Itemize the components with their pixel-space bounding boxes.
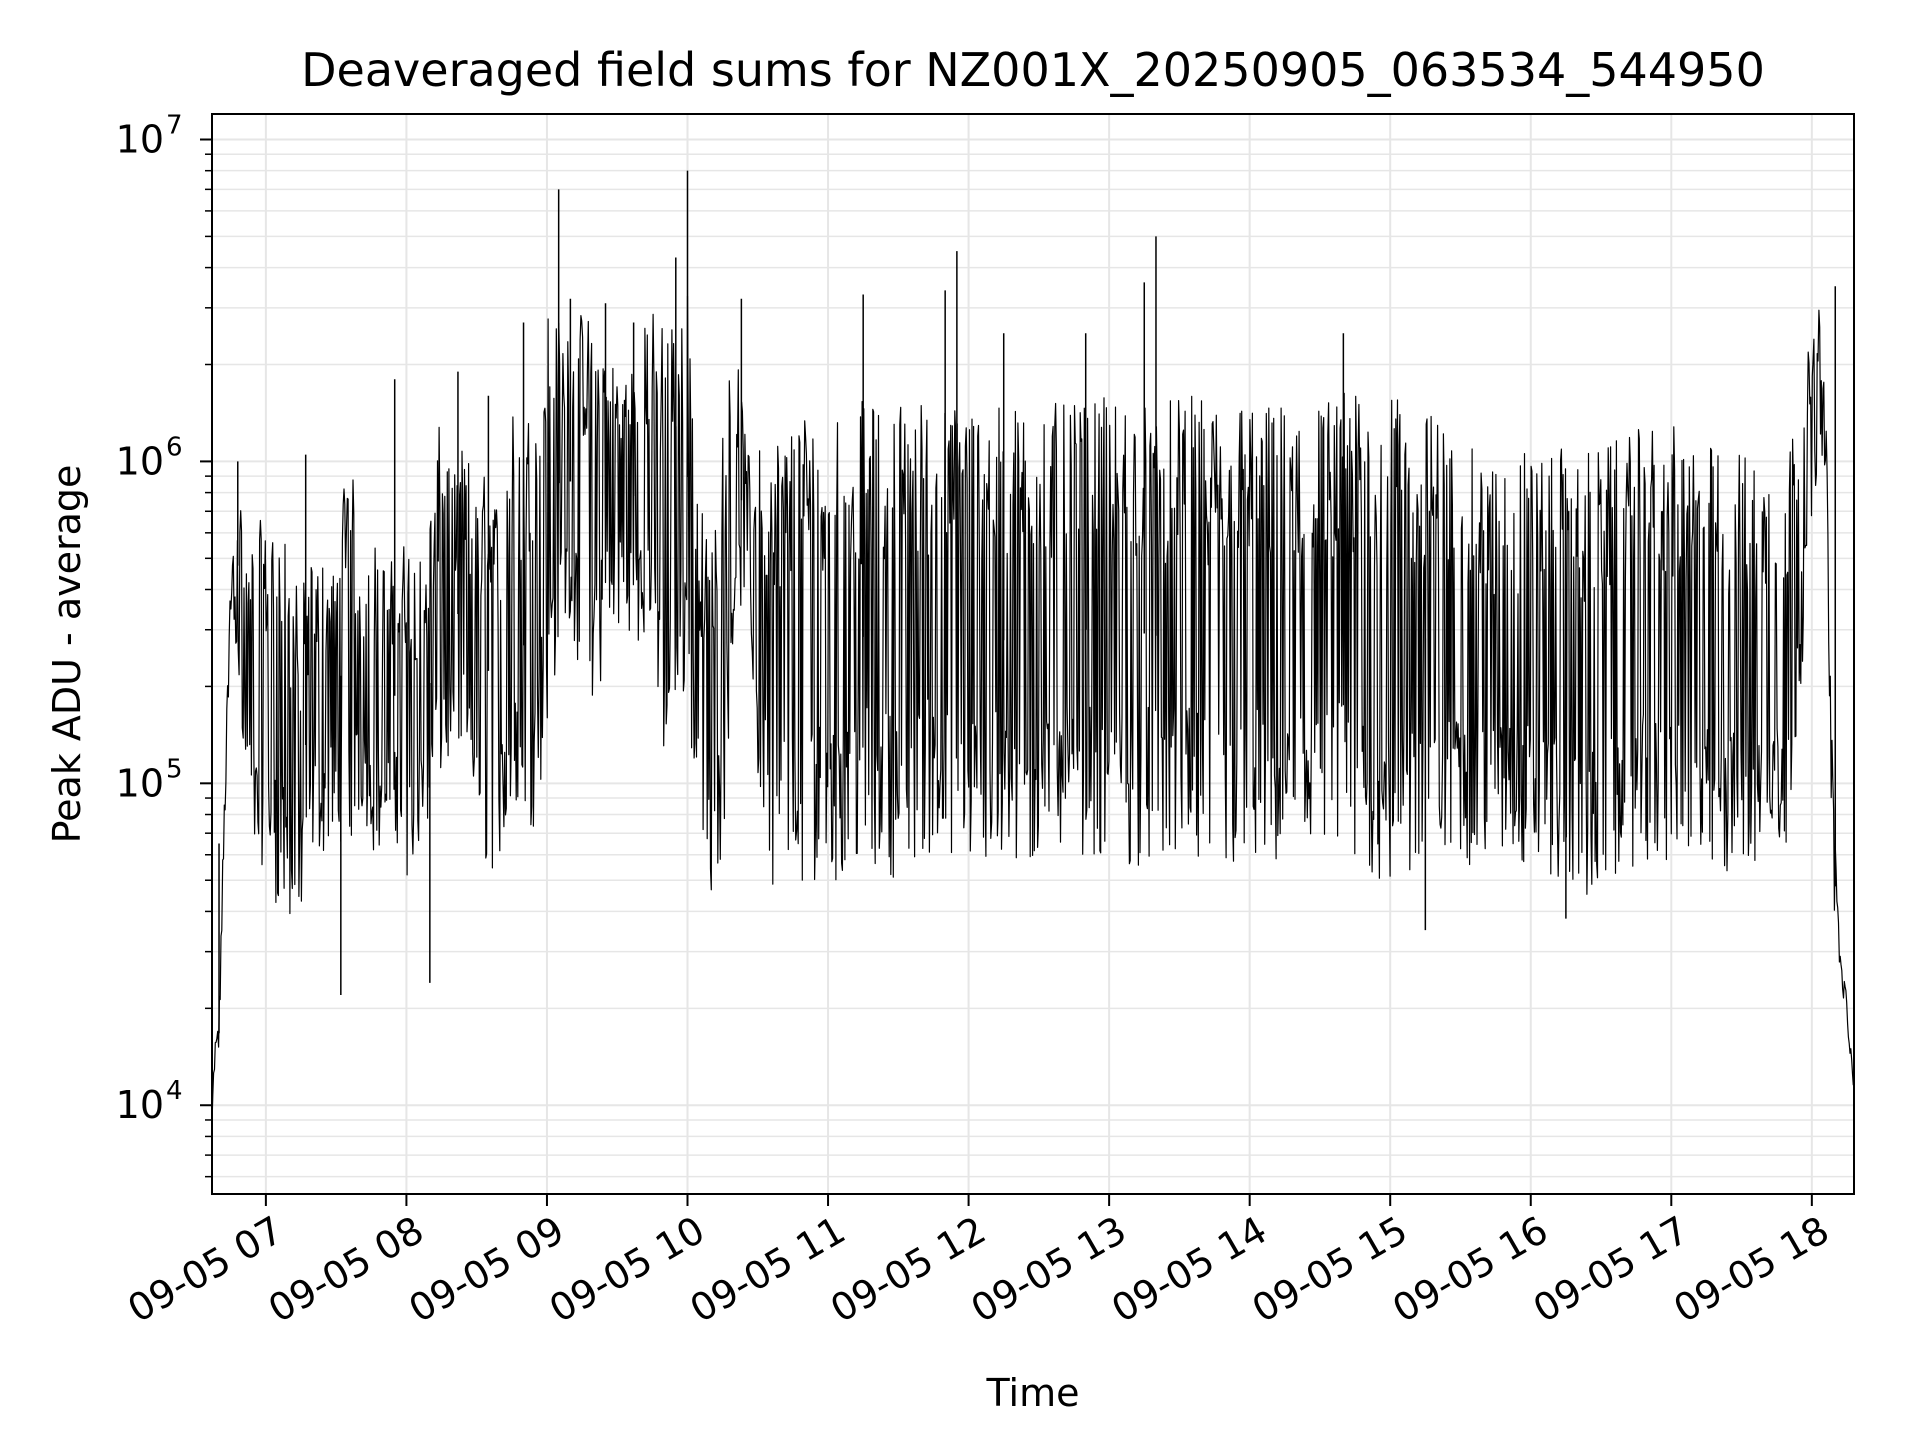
y-tick-label: 10 [116, 439, 164, 483]
y-tick-exponent: 7 [166, 110, 183, 140]
y-tick-exponent: 4 [166, 1076, 183, 1106]
chart-title: Deaveraged field sums for NZ001X_2025090… [301, 43, 1765, 97]
plot-frame [211, 113, 1855, 1195]
y-tick-exponent: 6 [166, 432, 183, 462]
series-path [211, 295, 1854, 1125]
y-tick-label: 10 [116, 761, 164, 805]
x-axis-label: Time [986, 1371, 1080, 1415]
y-tick-label: 10 [116, 1083, 164, 1127]
series-line [211, 170, 1854, 1125]
y-axis-label: Peak ADU - average [45, 465, 89, 844]
y-tick-exponent: 5 [166, 754, 183, 784]
y-tick-label: 10 [116, 117, 164, 161]
